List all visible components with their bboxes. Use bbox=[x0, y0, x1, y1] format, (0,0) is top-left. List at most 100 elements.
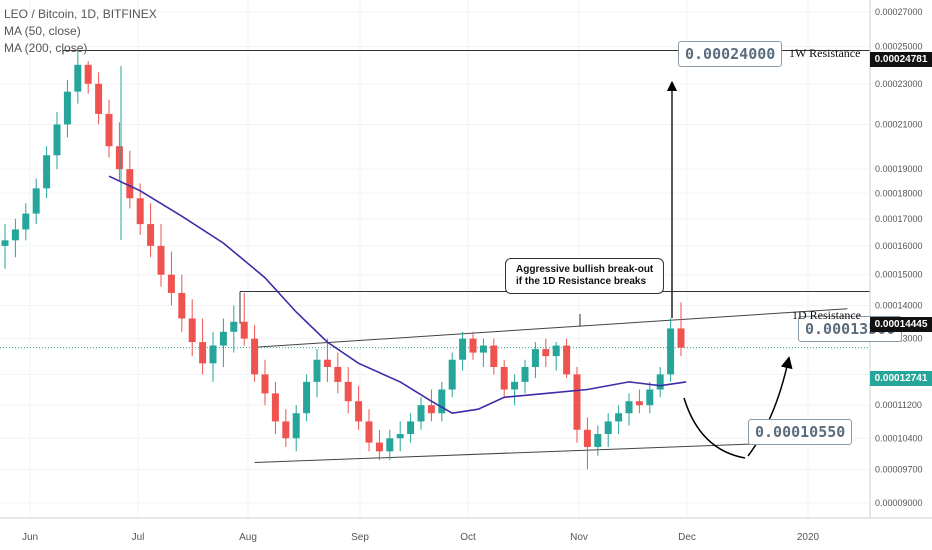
candle-up bbox=[552, 345, 560, 357]
chart-grid bbox=[0, 0, 870, 518]
time-tick-label: Dec bbox=[678, 532, 696, 543]
price-tick-label: 0.00023000 bbox=[875, 79, 923, 89]
candle-up bbox=[63, 91, 71, 125]
candle-down bbox=[240, 321, 248, 339]
candle-up bbox=[407, 421, 415, 435]
price-tick-label: 0.00015000 bbox=[875, 270, 923, 280]
candle-down bbox=[334, 366, 342, 382]
time-tick-label: Jul bbox=[132, 532, 145, 543]
candle-up bbox=[448, 359, 456, 390]
candle-down bbox=[157, 245, 165, 275]
candle-up bbox=[22, 213, 30, 230]
last-price-tag: 0.00012741 bbox=[870, 371, 932, 386]
price-axis: 0.00027000 0.00025000 0.00023000 0.00021000… bbox=[875, 7, 923, 508]
symbol-title: LEO / Bitcoin, 1D, BITFINEX bbox=[4, 7, 157, 21]
candle-down bbox=[490, 345, 498, 367]
candle-down bbox=[375, 442, 383, 452]
candle-up bbox=[594, 434, 602, 447]
candle-up bbox=[646, 389, 654, 406]
candle-down bbox=[105, 113, 113, 147]
candle-down bbox=[355, 401, 363, 422]
breakout-note: Aggressive bullish break-out if the 1D R… bbox=[505, 258, 665, 294]
price-tick-label: 0.00010400 bbox=[875, 433, 923, 443]
candle-down bbox=[563, 345, 571, 375]
weekly-resistance-price-tag: 0.00024781 bbox=[870, 52, 932, 67]
ma50-line bbox=[108, 175, 687, 415]
candle-up bbox=[219, 331, 227, 346]
daily-resistance-label: 1D Resistance bbox=[792, 308, 861, 322]
candle-up bbox=[43, 155, 51, 189]
price-tick-label: 0.00016000 bbox=[875, 241, 923, 251]
arrow-annotations bbox=[579, 80, 793, 459]
candle-down bbox=[147, 224, 155, 246]
note-line-2: if the 1D Resistance breaks bbox=[516, 276, 647, 287]
annotation-lines bbox=[0, 49, 870, 464]
candlestick-series bbox=[1, 50, 685, 470]
time-tick-label: Sep bbox=[351, 532, 369, 543]
candle-down bbox=[365, 421, 373, 443]
candle-down bbox=[126, 169, 134, 199]
candle-down bbox=[136, 198, 144, 225]
daily-resistance-price-tag: 0.00014445 bbox=[870, 317, 932, 332]
candle-up bbox=[667, 328, 675, 375]
candle-up bbox=[292, 413, 300, 439]
price-tick-label: 0.00027000 bbox=[875, 7, 923, 17]
candle-down bbox=[261, 374, 269, 394]
candle-up bbox=[74, 64, 82, 92]
candle-down bbox=[500, 366, 508, 390]
candle-down bbox=[188, 318, 196, 343]
candle-down bbox=[635, 401, 643, 406]
candle-up bbox=[459, 338, 467, 360]
time-tick-label: Aug bbox=[239, 532, 257, 543]
candle-down bbox=[95, 83, 103, 114]
candle-down bbox=[115, 146, 123, 170]
candle-down bbox=[251, 338, 259, 375]
candle-down bbox=[271, 393, 279, 422]
candle-down bbox=[84, 64, 92, 84]
candle-up bbox=[531, 349, 539, 367]
price-tick-label: 0.00017000 bbox=[875, 214, 923, 224]
note-line-1: Aggressive bullish break-out bbox=[516, 264, 654, 275]
price-tick-label: 0.00009000 bbox=[875, 498, 923, 508]
price-tick-label: 0.00011200 bbox=[875, 400, 922, 410]
candle-up bbox=[656, 374, 664, 390]
candle-up bbox=[1, 240, 9, 246]
candle-up bbox=[417, 405, 425, 422]
candle-up bbox=[386, 438, 394, 452]
price-tick-label: 0.00025000 bbox=[875, 42, 923, 52]
time-tick-label: Oct bbox=[460, 532, 476, 543]
candle-up bbox=[604, 421, 612, 435]
price-tick-label: 0.00021000 bbox=[875, 119, 923, 129]
candle-down bbox=[167, 274, 175, 293]
price-tick-label: 0.00018000 bbox=[875, 188, 923, 198]
candle-down bbox=[542, 349, 550, 357]
candle-up bbox=[438, 389, 446, 414]
time-axis: Jun Jul Aug Sep Oct Nov Dec 2020 bbox=[22, 532, 820, 543]
candle-up bbox=[521, 366, 529, 382]
arrow-rebound-path bbox=[747, 356, 793, 457]
channel-upper-line bbox=[254, 308, 848, 348]
candle-up bbox=[53, 124, 61, 156]
candle-up bbox=[209, 345, 217, 364]
price-tick-label: 0.00009700 bbox=[875, 464, 923, 474]
callout-target-high: 0.00024000 bbox=[678, 41, 783, 67]
candle-down bbox=[323, 359, 331, 367]
weekly-resistance-label: 1W Resistance bbox=[789, 46, 861, 60]
candle-down bbox=[427, 405, 435, 414]
candle-up bbox=[479, 345, 487, 353]
candle-down bbox=[282, 421, 290, 439]
candle-up bbox=[313, 359, 321, 382]
candle-up bbox=[32, 188, 40, 214]
candle-down bbox=[573, 374, 581, 430]
ma50-legend: MA (50, close) bbox=[4, 24, 81, 38]
callout-target-low: 0.00010550 bbox=[748, 419, 853, 445]
candle-up bbox=[303, 381, 311, 414]
chart-legend: LEO / Bitcoin, 1D, BITFINEX MA (50, clos… bbox=[4, 6, 157, 57]
candle-down bbox=[583, 429, 591, 447]
price-tick-label: 0.00014000 bbox=[875, 301, 923, 311]
candle-up bbox=[11, 229, 19, 241]
time-tick-label: 2020 bbox=[797, 532, 820, 543]
price-tick-label: 0.00019000 bbox=[875, 164, 923, 174]
ma200-legend: MA (200, close) bbox=[4, 41, 88, 55]
